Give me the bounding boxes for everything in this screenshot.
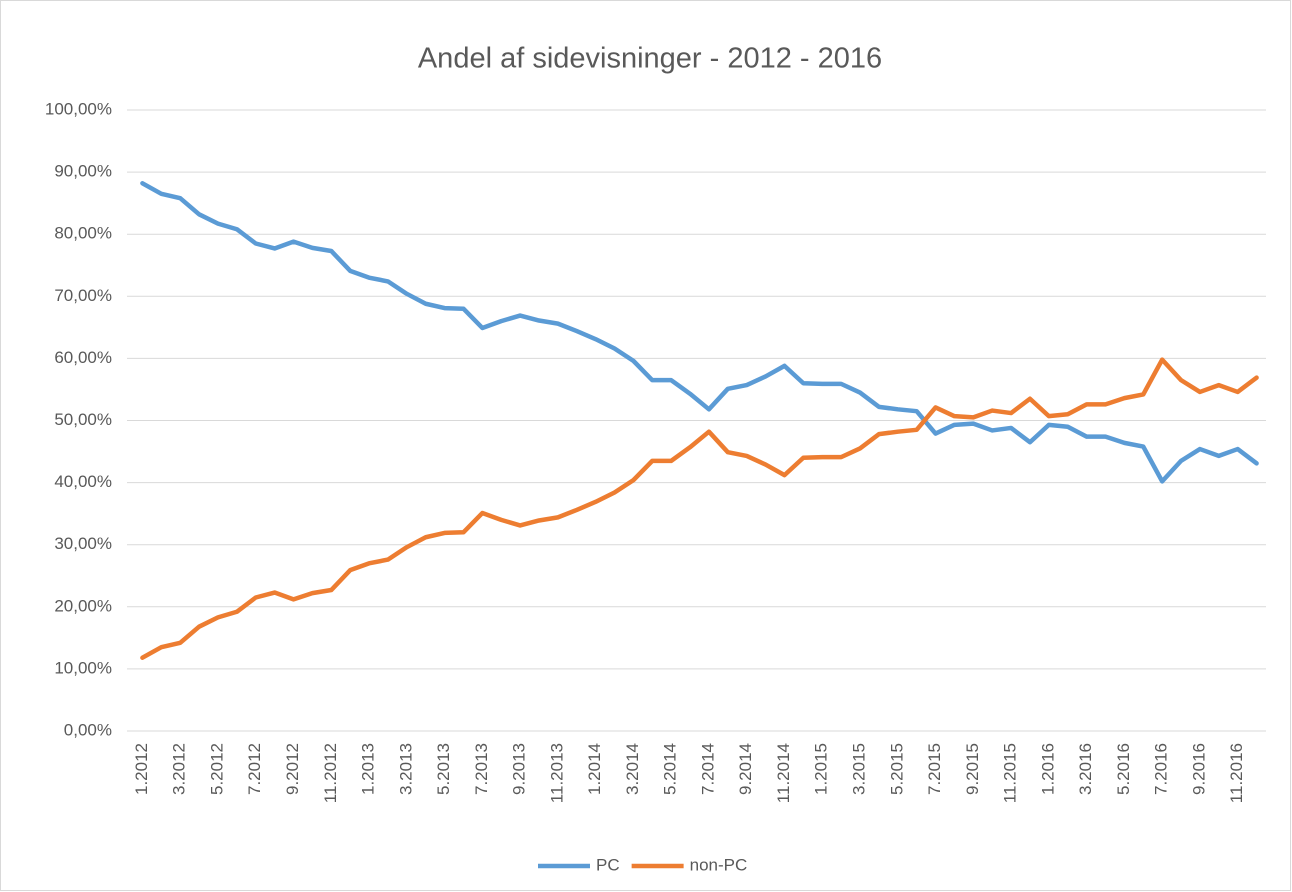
x-tick-label: 7.2016 bbox=[1152, 743, 1171, 795]
x-tick-label: 3.2016 bbox=[1076, 743, 1095, 795]
x-tick-label: 11.2014 bbox=[774, 743, 793, 803]
legend-label: non-PC bbox=[690, 855, 748, 874]
x-tick-label: 11.2012 bbox=[321, 743, 340, 803]
y-tick-label: 60,00% bbox=[54, 348, 112, 367]
x-tick-label: 11.2016 bbox=[1227, 743, 1246, 803]
x-tick-label: 11.2013 bbox=[547, 743, 566, 803]
line-series bbox=[140, 181, 1259, 484]
x-tick-label: 1.2012 bbox=[132, 743, 151, 795]
x-tick-label: 1.2014 bbox=[585, 743, 604, 795]
x-tick-label: 7.2015 bbox=[925, 743, 944, 795]
y-tick-label: 50,00% bbox=[54, 410, 112, 429]
x-tick-label: 9.2016 bbox=[1189, 743, 1208, 795]
x-tick-label: 7.2013 bbox=[472, 743, 491, 795]
y-tick-label: 0,00% bbox=[64, 720, 112, 739]
y-tick-label: 30,00% bbox=[54, 534, 112, 553]
y-tick-label: 80,00% bbox=[54, 224, 112, 243]
x-tick-label: 3.2014 bbox=[623, 743, 642, 795]
legend-label: PC bbox=[596, 855, 620, 874]
line-series bbox=[140, 357, 1259, 660]
x-tick-label: 7.2014 bbox=[698, 743, 717, 795]
x-tick-label: 1.2016 bbox=[1038, 743, 1057, 795]
x-tick-label: 9.2012 bbox=[283, 743, 302, 795]
y-tick-label: 40,00% bbox=[54, 472, 112, 491]
x-tick-label: 5.2013 bbox=[434, 743, 453, 795]
y-tick-label: 70,00% bbox=[54, 286, 112, 305]
x-tick-label: 5.2016 bbox=[1114, 743, 1133, 795]
x-tick-label: 5.2012 bbox=[207, 743, 226, 795]
y-tick-label: 90,00% bbox=[54, 162, 112, 181]
chart-title: Andel af sidevisninger - 2012 - 2016 bbox=[418, 43, 882, 75]
x-tick-label: 9.2013 bbox=[510, 743, 529, 795]
x-tick-label: 1.2015 bbox=[812, 743, 831, 795]
y-tick-label: 100,00% bbox=[45, 99, 112, 118]
x-tick-label: 3.2013 bbox=[396, 743, 415, 795]
x-tick-label: 5.2015 bbox=[887, 743, 906, 795]
x-tick-label: 1.2013 bbox=[359, 743, 378, 795]
x-tick-label: 3.2012 bbox=[170, 743, 189, 795]
y-tick-label: 10,00% bbox=[54, 658, 112, 677]
x-tick-label: 9.2015 bbox=[963, 743, 982, 795]
x-tick-label: 9.2014 bbox=[736, 743, 755, 795]
x-tick-label: 11.2015 bbox=[1001, 743, 1020, 803]
x-tick-label: 5.2014 bbox=[661, 743, 680, 795]
y-tick-label: 20,00% bbox=[54, 596, 112, 615]
x-tick-label: 3.2015 bbox=[849, 743, 868, 795]
x-tick-label: 7.2012 bbox=[245, 743, 264, 795]
